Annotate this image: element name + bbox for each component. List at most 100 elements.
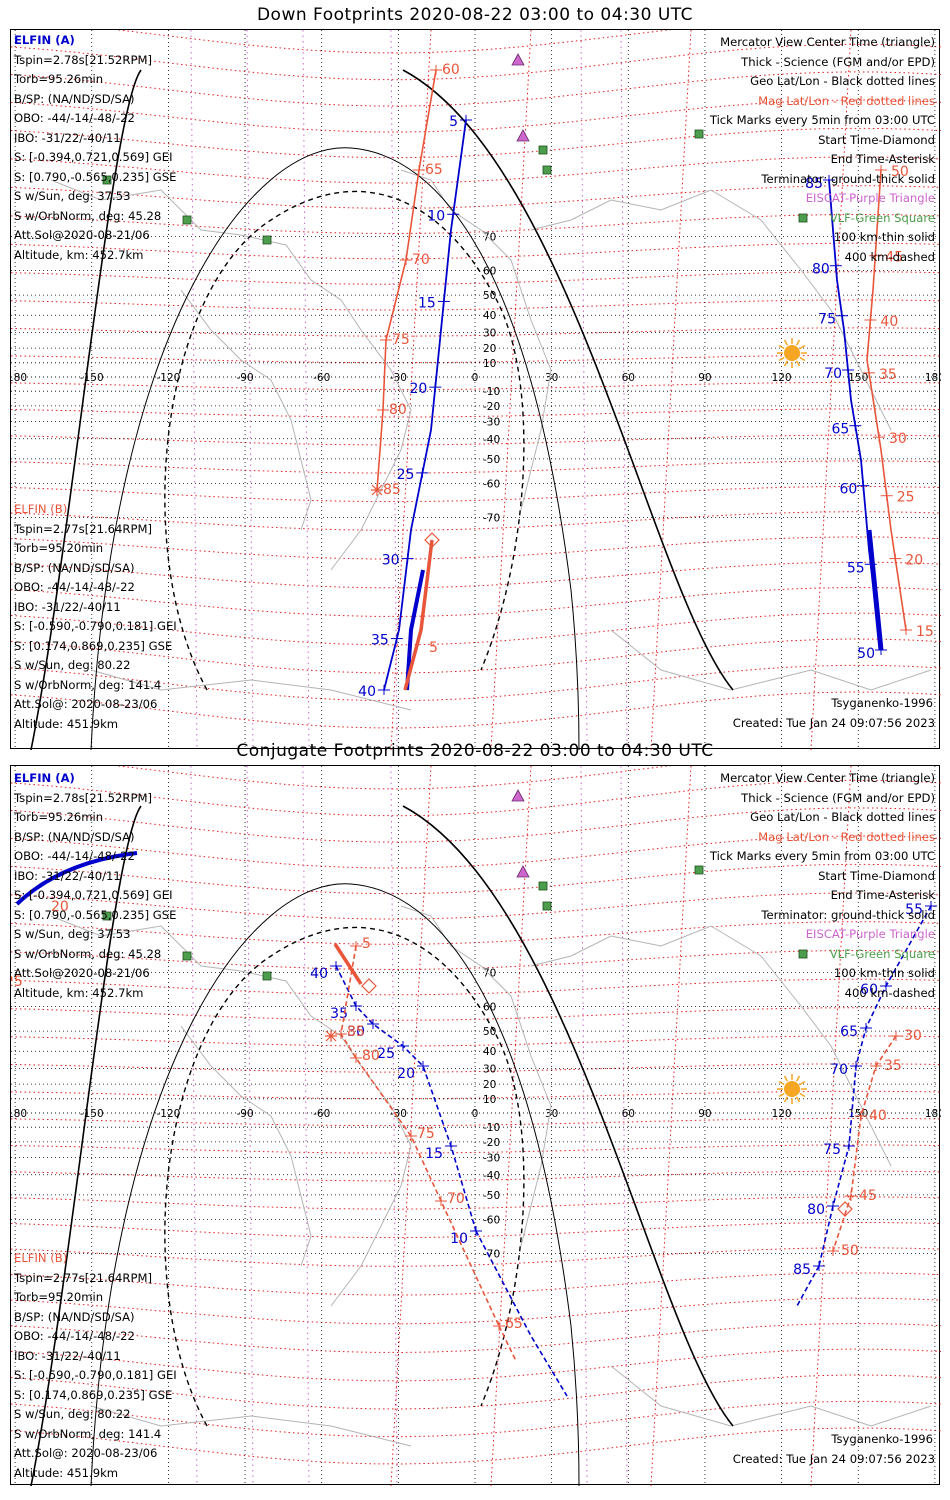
elfin-a-track-time-label: 85	[805, 176, 823, 192]
created-label: Created: Tue Jan 24 09:07:56 2023	[732, 716, 935, 730]
legend-item: VLF-Green Square	[829, 210, 935, 225]
vlf-square	[262, 971, 272, 981]
sun-ray	[799, 344, 806, 350]
vlf-square	[102, 175, 112, 185]
longitude-tick-label: -30	[390, 1108, 407, 1120]
sun-ray	[783, 1096, 789, 1103]
elfin-b-science-segment	[403, 539, 434, 691]
legend-item: End Time-Asterisk	[830, 152, 935, 166]
latitude-tick-label: -30	[483, 1152, 500, 1164]
elfin-b-track-time-label: 40	[880, 314, 898, 330]
elfin-b-info-line: OBO: -44/-14/-48/-22	[14, 1329, 135, 1343]
sun-ray	[799, 356, 806, 362]
longitude-tick-label: -60	[313, 372, 330, 384]
terminator-ground	[30, 805, 142, 1486]
elfin-b-track-time-label: 35	[879, 367, 897, 383]
elfin-a-track-time-label: 15	[418, 295, 436, 311]
eiscat-triangle	[511, 789, 525, 802]
longitude-tick-label: 120	[772, 372, 792, 384]
vlf-square	[538, 881, 548, 891]
elfin-b-track-time-label: 30	[904, 1028, 922, 1044]
sun-ray	[799, 1080, 806, 1086]
elfin-a-track-time-label: 20	[409, 381, 427, 397]
legend: Mercator View Center Time (triangle) Thi…	[710, 769, 935, 1003]
elfin-a-track-time-label: 75	[823, 1142, 841, 1158]
legend-item: 100 km-thin solid	[833, 230, 935, 244]
latitude-tick-label: -60	[483, 1215, 500, 1227]
elfin-a-track-time-label: 40	[310, 966, 328, 982]
elfin-a-info-line: OBO: -44/-14/-48/-22	[14, 849, 135, 863]
purple-meridian-line	[620, 766, 628, 1486]
longitude-tick-label: 30	[545, 1108, 558, 1120]
longitude-tick-label: -120	[156, 372, 180, 384]
purple-meridian-line	[302, 766, 310, 1486]
elfin-a-track-line	[475, 1230, 568, 1397]
legend-item: Mercator View Center Time (triangle)	[720, 771, 935, 785]
elfin-b-track-time-label: 70	[447, 1191, 465, 1207]
legend-item: Geo Lat/Lon - Black dotted lines	[750, 810, 935, 824]
elfin-b-track-time-label: 20	[905, 553, 923, 569]
elfin-a-info-line: Att.Sol@2020-08-21/06	[14, 966, 150, 980]
longitude-tick-label: 90	[698, 372, 711, 384]
elfin-b-info: ELFIN (B) Tspin=2.77s[21.64RPM] Torb=95.…	[14, 1249, 177, 1483]
sun-ray	[795, 360, 801, 367]
elfin-a-track-time-label: 30	[382, 553, 400, 569]
start-diamond	[361, 978, 377, 994]
vlf-square	[542, 901, 552, 911]
latitude-tick-label: 20	[483, 1079, 496, 1091]
elfin-a-track-time-label: 20	[397, 1066, 415, 1082]
longitude-tick-label: 0	[472, 1108, 479, 1120]
mag-latitude-line	[11, 1007, 941, 1021]
elfin-a-info-line: OBO: -44/-14/-48/-22	[14, 111, 135, 125]
legend-item: Thick - Science (FGM and/or EPD)	[741, 790, 935, 805]
longitude-tick-label: 0	[472, 372, 479, 384]
elfin-a-info-line: Altitude, km: 452.7km	[14, 247, 144, 262]
sun-icon	[784, 1081, 800, 1097]
purple-meridian-line	[246, 30, 254, 750]
elfin-a-track-time-label: 25	[377, 1046, 395, 1062]
elfin-a-title: ELFIN (A)	[14, 33, 75, 47]
elfin-b-track-line	[340, 945, 500, 1327]
elfin-b-track-time-label: 80	[362, 1048, 380, 1064]
elfin-b-track-time-label: 75	[417, 1126, 435, 1142]
elfin-a-track-time-label: 60	[839, 482, 857, 498]
longitude-tick-label: 30	[545, 372, 558, 384]
longitude-tick-label: -90	[236, 372, 253, 384]
vlf-square	[694, 865, 704, 875]
elfin-b-track-time-label: 70	[412, 252, 430, 268]
elfin-b-track-time-label: 80	[389, 402, 407, 418]
latitude-tick-label: -40	[483, 434, 500, 446]
elfin-b-track-time-label: 85	[383, 482, 401, 498]
elfin-b-info-line: OBO: -44/-14/-48/-22	[14, 580, 135, 594]
elfin-a-info-line: S w/OrbNorm, deg: 45.28	[14, 946, 162, 961]
latitude-tick-label: 10	[483, 1094, 496, 1106]
terminator-100km	[90, 147, 580, 750]
mag-latitude-line	[11, 1035, 941, 1047]
elfin-a-track-time-label: 75	[818, 312, 836, 328]
elfin-a-track-time-label: 30	[347, 1024, 365, 1040]
elfin-b-info-line: Tspin=2.77s[21.64RPM]	[14, 521, 152, 536]
elfin-a-track-time-label: 35	[330, 1006, 348, 1022]
elfin-b-track-time-label: 65	[505, 1316, 523, 1332]
elfin-b-track-time-label: 5	[362, 936, 371, 952]
coastline	[610, 1365, 932, 1427]
elfin-a-track-time-label: 40	[358, 684, 376, 700]
elfin-b-info-line: Altitude: 451.9km	[14, 1465, 119, 1480]
elfin-b-science-segment	[333, 943, 363, 985]
elfin-a-info: ELFIN (A) Tspin=2.78s[21.52RPM] Torb=95.…	[14, 31, 176, 265]
vlf-square	[262, 235, 272, 245]
vlf-square	[102, 911, 112, 921]
purple-meridian-line	[190, 766, 198, 1486]
vlf-square	[182, 215, 192, 225]
latitude-tick-label: -10	[483, 1122, 500, 1134]
longitude-tick-label: 60	[622, 372, 635, 384]
elfin-b-info-line: Att.Sol@: 2020-08-23/06	[14, 1446, 158, 1460]
end-asterisk	[325, 1030, 337, 1042]
elfin-b-track-time-label: 50	[841, 1243, 859, 1259]
mag-longitude-line	[390, 30, 432, 750]
elfin-b-info-line: Torb=95.20min	[14, 1290, 104, 1304]
legend-item: Terminator: ground-thick solid	[761, 171, 935, 186]
elfin-b-info-line: S: [0.174,0.869,0.235] GSE	[14, 1387, 173, 1402]
elfin-a-track-time-label: 80	[812, 262, 830, 278]
elfin-b-time-label: 20	[51, 899, 69, 915]
